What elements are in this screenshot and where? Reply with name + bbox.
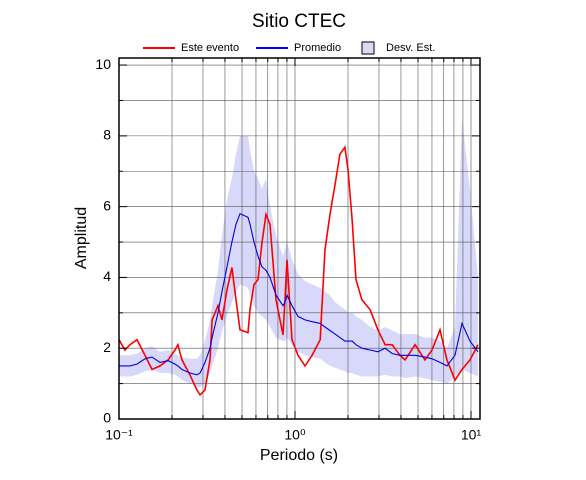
legend-label: Desv. Est. — [386, 42, 435, 54]
y-axis-label: Amplitud — [73, 207, 90, 269]
series-line — [119, 212, 479, 376]
y-tick-label: 6 — [103, 197, 111, 213]
legend-swatch — [361, 41, 375, 55]
y-tick-label: 8 — [103, 127, 111, 143]
x-tick-label: 10⁰ — [284, 427, 306, 443]
std-band — [119, 118, 478, 388]
legend-label: Este evento — [181, 42, 239, 54]
y-tick-label: 0 — [103, 410, 111, 426]
legend: Este evento Promedio Desv. Est. — [143, 41, 435, 55]
series-line — [118, 145, 479, 397]
x-axis-label: Periodo (s) — [260, 447, 338, 464]
legend-label: Promedio — [294, 42, 341, 54]
y-tick-label: 4 — [103, 268, 111, 284]
y-tick-label: 10 — [95, 56, 111, 72]
plot-frame — [118, 57, 481, 420]
x-tick-label: 10¹ — [461, 427, 482, 443]
x-tick-label: 10⁻¹ — [105, 427, 133, 443]
chart-title: Sitio CTEC — [252, 11, 346, 32]
y-tick-label: 2 — [103, 339, 111, 355]
